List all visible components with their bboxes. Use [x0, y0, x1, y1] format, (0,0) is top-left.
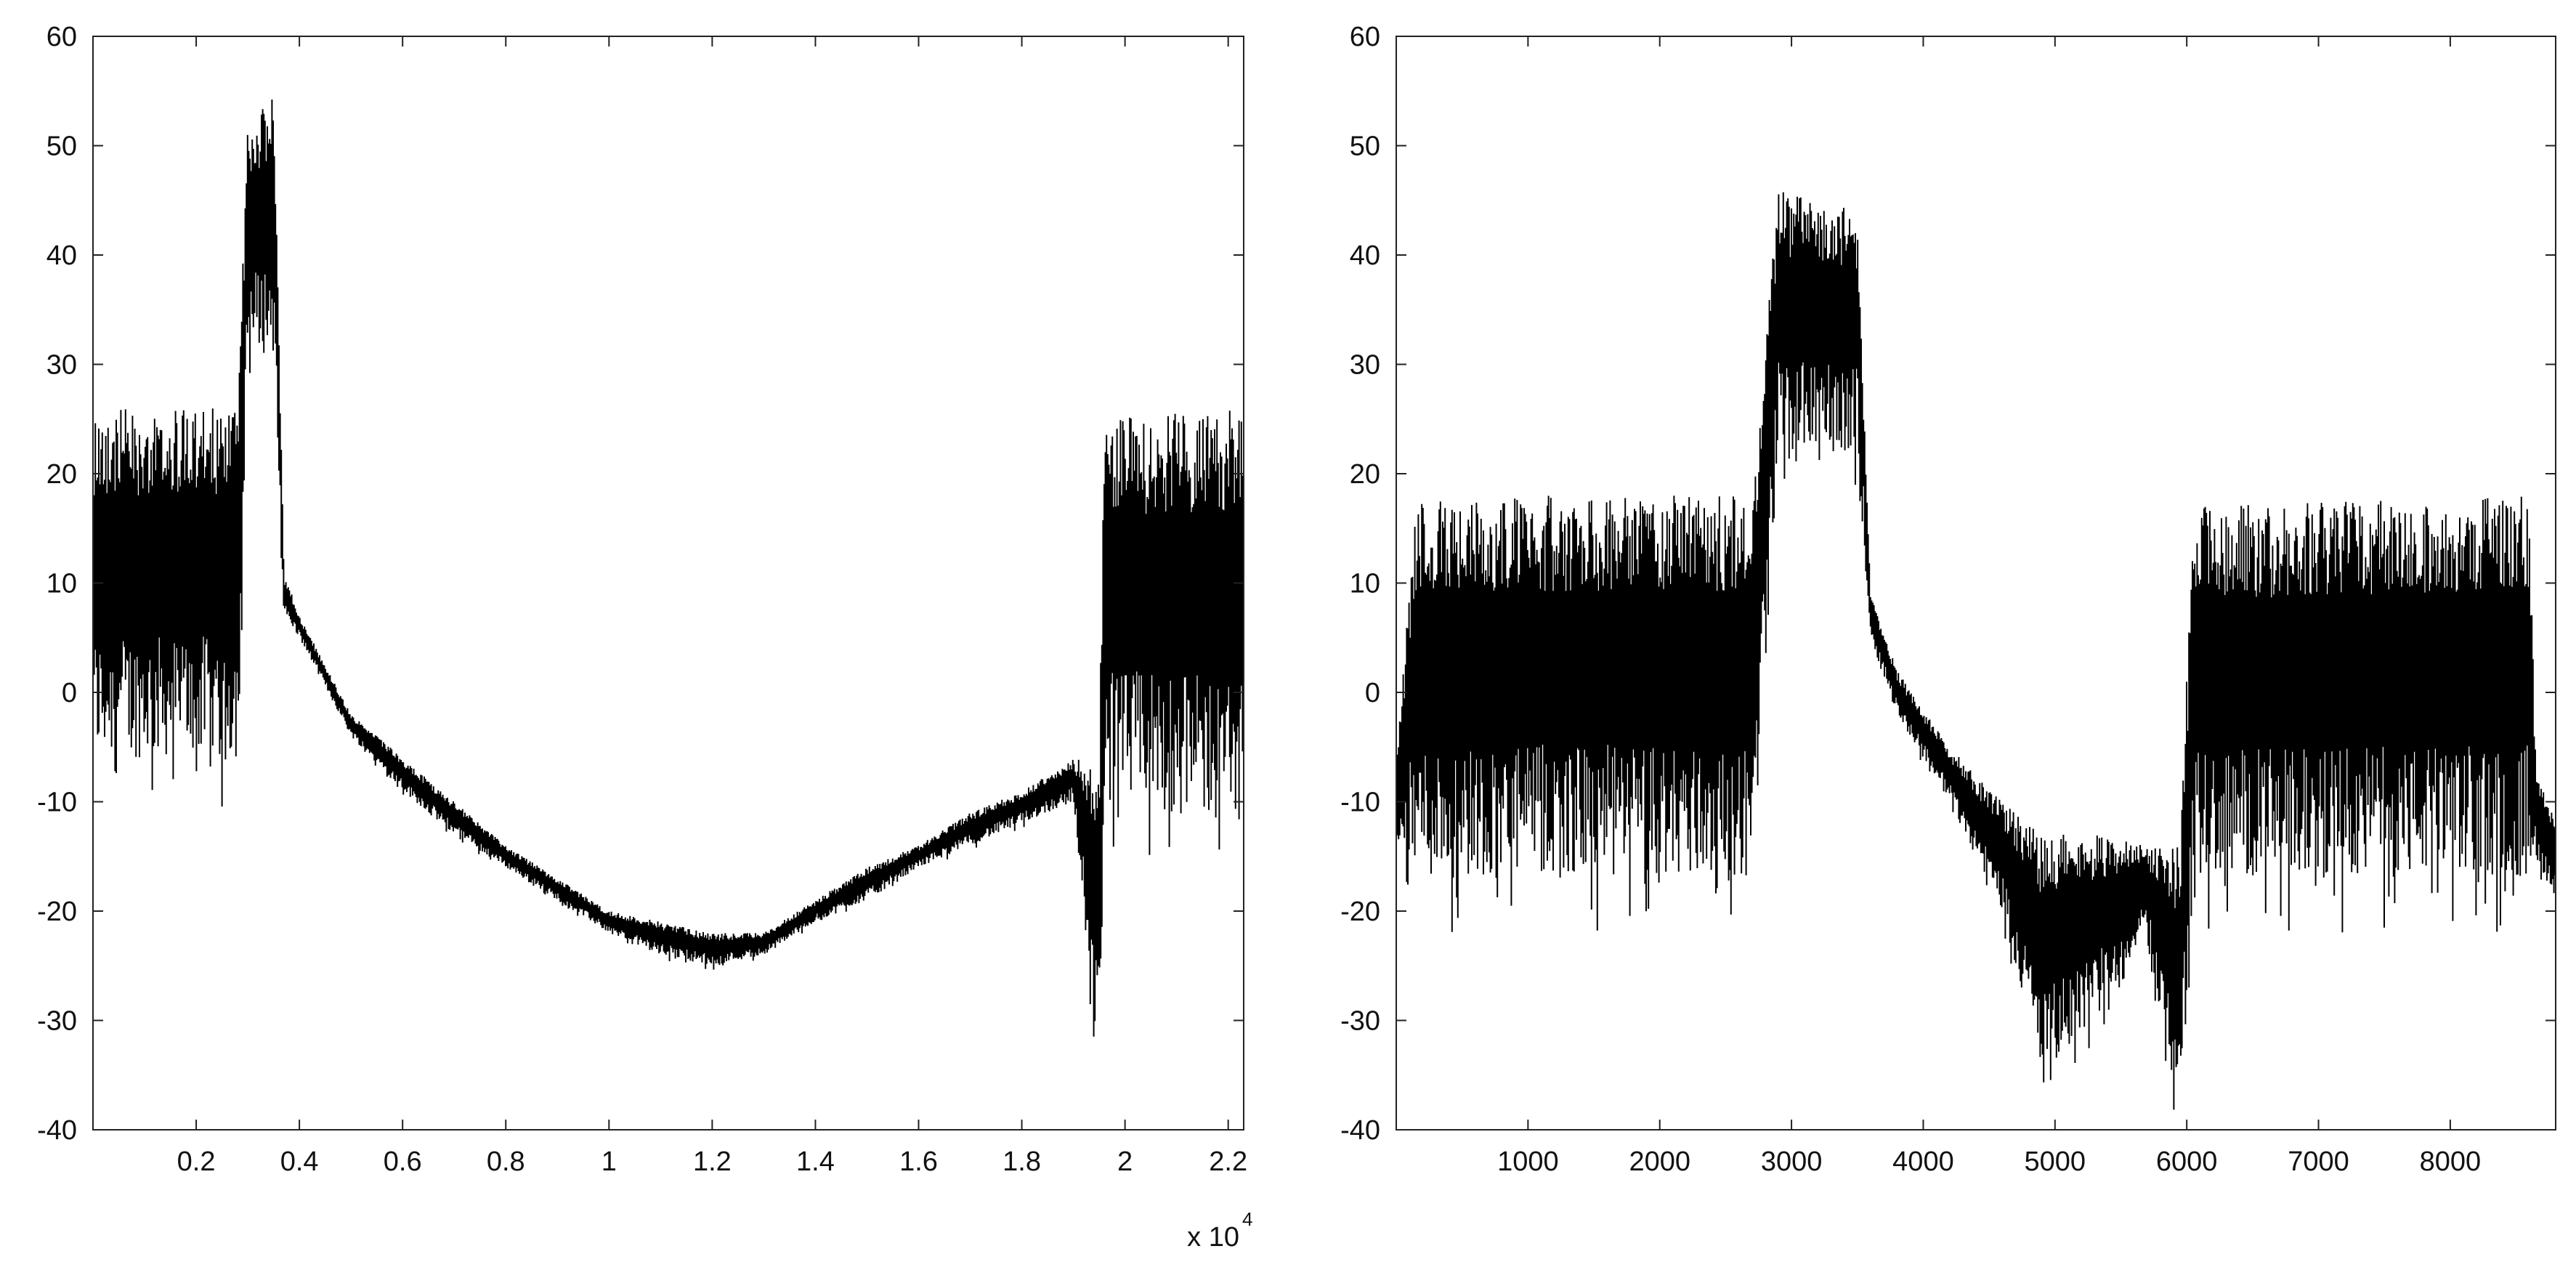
x-tick-label: 0.6	[384, 1146, 422, 1177]
x-tick-label: 1.4	[796, 1146, 835, 1177]
x-tick-label: 4000	[1892, 1146, 1954, 1177]
x-tick-label: 2.2	[1209, 1146, 1247, 1177]
signal-series-1-1	[92, 100, 1244, 1037]
y-tick-label: 50	[46, 132, 77, 162]
x-tick-label: 1000	[1497, 1146, 1559, 1177]
x-tick-label: 2000	[1629, 1146, 1690, 1177]
x-tick-label: 1.8	[1003, 1146, 1041, 1177]
y-tick-label: 10	[1350, 569, 1380, 599]
y-tick-label: 60	[46, 22, 77, 52]
y-tick-label: 60	[1350, 22, 1380, 52]
x-tick-label: 5000	[2025, 1146, 2086, 1177]
y-tick-label: -20	[1340, 897, 1380, 927]
y-tick-label: -30	[37, 1006, 77, 1037]
chart-panel-2: 60 50 40 30 20 10 0 -10 -20 -30 -40 1000 2000 3000 400…	[1340, 22, 2556, 1177]
x-tick-label: 0.2	[177, 1146, 216, 1177]
y-tick-label: 40	[1350, 240, 1380, 271]
y-tick-label: -10	[1340, 788, 1380, 818]
y-tick-label: 0	[62, 678, 77, 708]
x-tick-label: 1.2	[693, 1146, 732, 1177]
y-tick-label: -30	[1340, 1006, 1380, 1037]
y-tick-label: 20	[1350, 459, 1380, 490]
y-tick-label: -40	[1340, 1115, 1380, 1146]
chart-panel-1: 60 50 40 30 20 10 0 -10 -20 -30 -40 0.2 0.4 0.6 0.8 1 1.…	[37, 22, 1252, 1253]
x-tick-label: 0.8	[487, 1146, 525, 1177]
x-tick-label: 6000	[2156, 1146, 2218, 1177]
y-tick-label: 30	[46, 350, 77, 381]
signal-series-2-1	[1396, 192, 2556, 1110]
x-tick-label: 1.6	[899, 1146, 938, 1177]
x-tick-label: 3000	[1761, 1146, 1823, 1177]
y-tick-label: -20	[37, 897, 77, 927]
x-exponent-label: x 10	[1187, 1222, 1239, 1253]
x-tick-label: 2	[1117, 1146, 1133, 1177]
x-tick-label: 0.4	[280, 1146, 319, 1177]
y-tick-label: -10	[37, 788, 77, 818]
y-tick-label: 0	[1365, 678, 1380, 708]
y-tick-label: 40	[46, 240, 77, 271]
y-tick-label: -40	[37, 1115, 77, 1146]
x-exponent-power: 4	[1242, 1208, 1252, 1230]
y-tick-label: 30	[1350, 350, 1380, 381]
y-tick-label: 20	[46, 459, 77, 490]
y-tick-label: 10	[46, 569, 77, 599]
x-tick-label: 1	[602, 1146, 617, 1177]
y-tick-label: 50	[1350, 132, 1380, 162]
x-tick-label: 8000	[2420, 1146, 2482, 1177]
x-tick-label: 7000	[2288, 1146, 2349, 1177]
